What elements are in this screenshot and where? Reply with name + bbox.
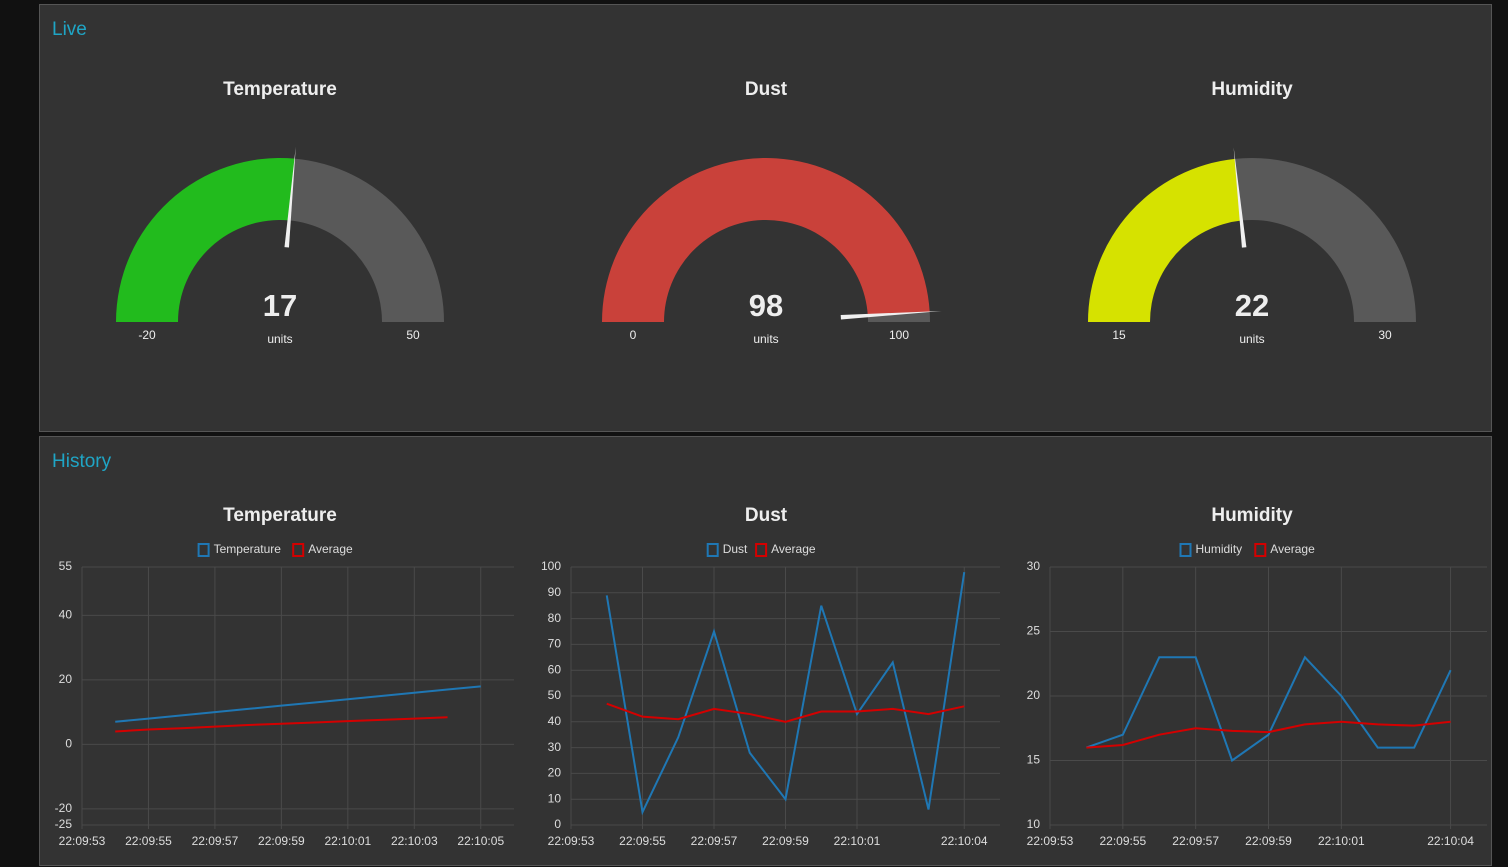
y-tick-label: -20 xyxy=(55,801,73,815)
x-tick-label: 22:10:04 xyxy=(1427,834,1474,848)
x-tick-label: 22:10:01 xyxy=(1318,834,1365,848)
legend-label: Average xyxy=(771,542,816,556)
y-tick-label: 10 xyxy=(548,791,562,805)
section-title: Live xyxy=(52,19,87,40)
history-panel xyxy=(39,436,1492,866)
section-title: History xyxy=(52,451,112,472)
y-tick-label: -25 xyxy=(55,817,73,831)
y-tick-label: 55 xyxy=(59,559,73,573)
gauge-track xyxy=(867,311,930,322)
gauge-fill xyxy=(602,157,930,322)
legend-swatch xyxy=(197,543,210,557)
legend-swatch xyxy=(292,543,305,557)
legend-label: Humidity xyxy=(1196,542,1243,556)
legend-label: Average xyxy=(1270,542,1315,556)
gauge-needle xyxy=(284,146,296,248)
series-line xyxy=(606,702,965,723)
gauge-min: 0 xyxy=(630,328,637,342)
gauge-track xyxy=(289,158,444,322)
y-tick-label: 20 xyxy=(548,766,562,780)
y-tick-label: 90 xyxy=(548,585,562,599)
x-tick-label: 22:10:01 xyxy=(324,834,371,848)
x-tick-label: 22:09:59 xyxy=(762,834,809,848)
y-tick-label: 20 xyxy=(59,672,73,686)
gauge-max: 100 xyxy=(889,328,909,342)
x-tick-label: 22:09:55 xyxy=(1099,834,1146,848)
series-line xyxy=(115,685,481,723)
gauge-fill xyxy=(1088,158,1242,322)
chart-title: Humidity xyxy=(1211,505,1293,526)
y-tick-label: 70 xyxy=(548,637,562,651)
y-tick-label: 60 xyxy=(548,662,562,676)
x-tick-label: 22:09:57 xyxy=(192,834,239,848)
x-tick-label: 22:09:59 xyxy=(1245,834,1292,848)
legend-swatch xyxy=(755,543,768,557)
x-tick-label: 22:09:53 xyxy=(548,834,595,848)
y-tick-label: 25 xyxy=(1027,624,1041,638)
x-tick-label: 22:09:57 xyxy=(1172,834,1219,848)
series-line xyxy=(115,716,448,733)
gauge-max: 50 xyxy=(406,328,420,342)
gauge-needle xyxy=(1233,146,1247,248)
x-tick-label: 22:09:55 xyxy=(125,834,172,848)
legend-swatch xyxy=(1179,543,1192,557)
x-tick-label: 22:09:57 xyxy=(691,834,738,848)
legend-swatch xyxy=(1254,543,1267,557)
gauge-fill xyxy=(116,158,295,322)
chart-title: Dust xyxy=(745,505,788,526)
y-tick-label: 50 xyxy=(548,688,562,702)
legend-label: Dust xyxy=(723,542,748,556)
x-tick-label: 22:10:04 xyxy=(941,834,988,848)
x-tick-label: 22:10:05 xyxy=(457,834,504,848)
x-tick-label: 22:10:01 xyxy=(834,834,881,848)
x-tick-label: 22:09:59 xyxy=(258,834,305,848)
gauge-units: units xyxy=(753,332,778,346)
series-line xyxy=(1086,720,1451,749)
chart-title: Temperature xyxy=(223,505,337,526)
gauge-title: Temperature xyxy=(223,79,337,100)
y-tick-label: 10 xyxy=(1027,817,1041,831)
y-tick-label: 20 xyxy=(1027,688,1041,702)
gauge-title: Dust xyxy=(745,79,788,100)
y-tick-label: 15 xyxy=(1027,753,1041,767)
gauge-max: 30 xyxy=(1378,328,1392,342)
legend-label: Temperature xyxy=(214,542,282,556)
x-tick-label: 22:10:03 xyxy=(391,834,438,848)
y-tick-label: 40 xyxy=(548,714,562,728)
legend-label: Average xyxy=(308,542,353,556)
x-tick-label: 22:09:53 xyxy=(59,834,106,848)
gauge-title: Humidity xyxy=(1211,79,1293,100)
gauge-min: 15 xyxy=(1112,328,1126,342)
y-tick-label: 40 xyxy=(59,608,73,622)
series-line xyxy=(1086,655,1452,763)
y-tick-label: 0 xyxy=(554,817,561,831)
legend-swatch xyxy=(706,543,719,557)
y-tick-label: 0 xyxy=(65,737,72,751)
gauge-units: units xyxy=(1239,332,1264,346)
gauge-value: 17 xyxy=(263,288,297,323)
gauge-units: units xyxy=(267,332,292,346)
x-tick-label: 22:09:53 xyxy=(1027,834,1074,848)
gauge-needle xyxy=(840,310,942,320)
gauge-value: 98 xyxy=(749,288,783,323)
y-tick-label: 30 xyxy=(548,740,562,754)
gauge-min: -20 xyxy=(138,328,156,342)
y-tick-label: 80 xyxy=(548,611,562,625)
y-tick-label: 100 xyxy=(541,559,561,573)
x-tick-label: 22:09:55 xyxy=(619,834,666,848)
y-tick-label: 30 xyxy=(1027,559,1041,573)
gauge-value: 22 xyxy=(1235,288,1269,323)
gauge-track xyxy=(1234,158,1416,322)
